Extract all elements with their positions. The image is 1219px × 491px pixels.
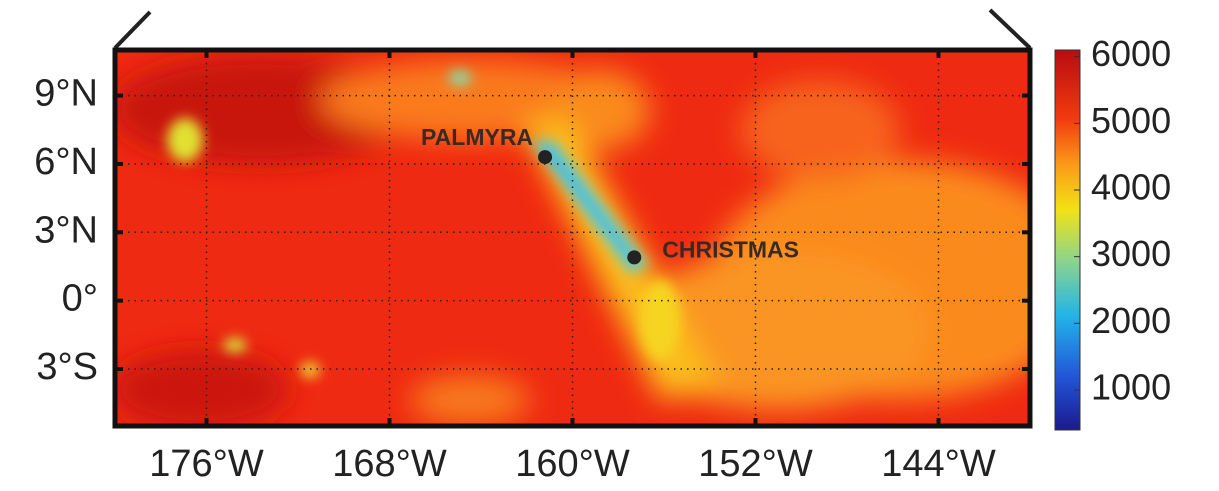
- bathymetry: [110, 45, 1090, 435]
- y-tick-label: 3°N: [34, 209, 98, 251]
- zoom-line: [115, 12, 150, 48]
- x-tick-label: 160°W: [515, 443, 630, 485]
- place-label: CHRISTMAS: [662, 236, 799, 262]
- colorbar-tick-label: 2000: [1091, 300, 1171, 341]
- colorbar-tick-label: 6000: [1091, 33, 1171, 74]
- colorbar-axis: 1000 2000 3000 4000 5000 6000: [1074, 33, 1171, 407]
- zoom-line: [990, 10, 1030, 48]
- x-tick-label: 168°W: [332, 443, 447, 485]
- colorbar-tick-label: 1000: [1091, 367, 1171, 408]
- y-tick-label: 9°N: [34, 73, 98, 115]
- x-tick-label: 144°W: [881, 443, 996, 485]
- colorbar-tick-label: 3000: [1091, 233, 1171, 274]
- x-tick-label: 176°W: [149, 443, 264, 485]
- place-label: PALMYRA: [421, 124, 533, 150]
- y-tick-label: 0°: [62, 278, 98, 320]
- colorbar-tick-label: 4000: [1091, 167, 1171, 208]
- y-tick-label: 6°N: [34, 141, 98, 183]
- map-figure: 176°W168°W160°W152°W144°W9°N6°N3°N0°3°S …: [0, 0, 1219, 486]
- colorbar: [1055, 50, 1080, 430]
- y-tick-label: 3°S: [36, 346, 98, 388]
- place-marker: [627, 250, 641, 264]
- x-tick-label: 152°W: [698, 443, 813, 485]
- colorbar-tick-label: 5000: [1091, 100, 1171, 141]
- place-marker: [538, 150, 552, 164]
